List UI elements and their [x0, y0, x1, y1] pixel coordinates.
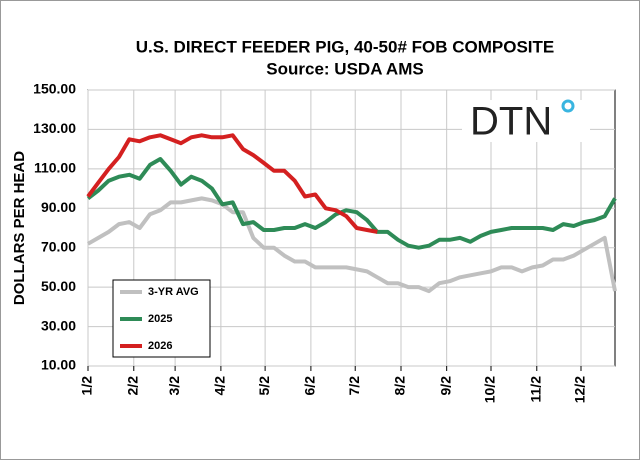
x-tick-label: 2/2 [124, 376, 140, 396]
chart-title: U.S. DIRECT FEEDER PIG, 40-50# FOB COMPO… [136, 37, 554, 56]
x-tick-label: 7/2 [346, 376, 362, 396]
logo: DTN [470, 100, 552, 144]
x-tick-label: 10/2 [482, 376, 498, 403]
series-line [87, 196, 617, 294]
x-tick-label: 5/2 [256, 376, 272, 396]
legend-label: 2025 [148, 313, 172, 325]
series-line [86, 157, 617, 250]
legend-label: 3-YR AVG [148, 286, 199, 298]
chart-subtitle: Source: USDA AMS [266, 59, 423, 78]
y-tick-label: 150.00 [33, 81, 76, 97]
y-tick-label: 110.00 [34, 160, 76, 176]
x-tick-label: 4/2 [212, 376, 228, 396]
x-tick-label: 11/2 [527, 376, 543, 403]
y-tick-label: 50.00 [41, 278, 76, 294]
y-tick-label: 70.00 [41, 238, 76, 254]
legend-label: 2026 [148, 340, 172, 352]
y-tick-label: 90.00 [41, 199, 76, 215]
x-tick-label: 3/2 [166, 376, 182, 396]
x-tick-label: 9/2 [437, 376, 453, 396]
y-axis-label: DOLLARS PER HEAD [11, 151, 28, 305]
x-tick-label: 1/2 [79, 376, 95, 396]
series-line [86, 133, 378, 234]
logo-dot [561, 99, 575, 113]
y-tick-label: 10.00 [41, 357, 76, 373]
y-tick-label: 130.00 [33, 120, 76, 136]
x-tick-label: 8/2 [392, 376, 408, 396]
logo-box [462, 100, 590, 142]
y-tick-label: 30.00 [41, 317, 76, 333]
x-tick-label: 12/2 [572, 376, 588, 403]
x-tick-label: 6/2 [302, 376, 318, 396]
